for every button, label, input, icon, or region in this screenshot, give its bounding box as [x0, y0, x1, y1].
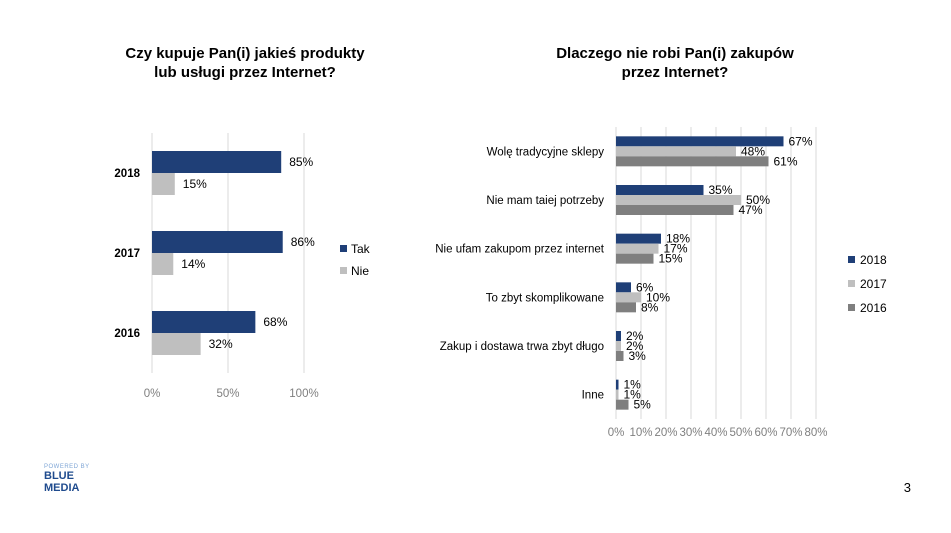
chart1-legend-swatch: [340, 245, 347, 252]
chart1-data-label: 85%: [289, 155, 313, 169]
chart2-data-label: 18%: [666, 232, 690, 246]
chart2-x-tick: 20%: [654, 427, 677, 439]
chart2-bar-2016: [616, 351, 624, 361]
chart2-bar-2017: [616, 389, 619, 400]
chart2-category-label: To zbyt skomplikowane: [486, 292, 604, 304]
chart2-x-tick: 60%: [754, 427, 777, 439]
chart2-bar-2017: [616, 243, 659, 254]
chart2-bar-2016: [616, 399, 629, 410]
chart2-bar-2016: [616, 205, 734, 215]
chart2-data-label: 5%: [634, 398, 652, 412]
chart2-legend-label: 2018: [860, 253, 887, 267]
chart2-bar-2017: [616, 341, 621, 351]
chart2-x-tick: 80%: [804, 427, 827, 439]
chart2-data-label: 1%: [624, 388, 642, 402]
chart2-data-label: 35%: [709, 183, 733, 197]
chart2-data-label: 15%: [659, 252, 683, 266]
chart1-x-tick: 0%: [144, 388, 161, 400]
chart2-title: Dlaczego nie robi Pan(i) zakupów przez I…: [520, 44, 830, 82]
chart2-data-label: 17%: [664, 242, 688, 256]
chart1-bar-tak: [152, 231, 283, 253]
chart2-legend-swatch: [848, 256, 855, 263]
chart2-x-tick: 10%: [629, 427, 652, 439]
chart1-legend-label: Nie: [351, 264, 369, 278]
chart2-bar-2017: [616, 195, 741, 205]
chart1-category-label: 2018: [114, 168, 140, 180]
chart2-data-label: 2%: [626, 339, 644, 353]
chart2-legend-label: 2017: [860, 277, 887, 291]
chart2-bar-2017: [616, 146, 736, 157]
chart2-data-label: 47%: [739, 203, 763, 217]
chart1-data-label: 14%: [181, 257, 205, 271]
chart2-x-tick: 0%: [608, 427, 625, 439]
chart2-title-line2: przez Internet?: [621, 64, 729, 81]
page-number: 3: [903, 480, 911, 495]
chart2-x-tick: 30%: [679, 427, 702, 439]
chart2-legend-swatch: [848, 304, 855, 311]
chart2-bar-2018: [616, 331, 621, 341]
chart2-data-label: 67%: [789, 134, 813, 148]
chart2-x-tick: 40%: [704, 427, 727, 439]
chart2-bar-2018: [616, 233, 661, 244]
chart1-legend-label: Tak: [351, 242, 371, 256]
chart2-data-label: 3%: [629, 349, 647, 363]
logo-powered-by: POWERED BY: [44, 464, 90, 470]
chart2-legend-label: 2016: [860, 301, 887, 315]
chart2-legend-swatch: [848, 280, 855, 287]
chart2-category-label: Wolę tradycyjne sklepy: [487, 146, 605, 158]
chart1-title-line2: lub usługi przez Internet?: [154, 64, 336, 81]
chart2-data-label: 1%: [624, 378, 642, 392]
chart2-x-tick: 50%: [729, 427, 752, 439]
chart2-title-line1: Dlaczego nie robi Pan(i) zakupów: [556, 45, 794, 62]
chart2-bar-2018: [616, 185, 704, 195]
logo-line1: BLUE: [44, 470, 74, 482]
blue-media-logo: POWERED BY BLUE MEDIA: [44, 464, 90, 494]
chart1-x-tick: 50%: [216, 388, 239, 400]
chart1-title-line1: Czy kupuje Pan(i) jakieś produkty: [125, 45, 365, 62]
chart1-x-tick: 100%: [289, 388, 318, 400]
chart2-x-tick: 70%: [779, 427, 802, 439]
chart2-category-label: Zakup i dostawa trwa zbyt długo: [440, 341, 604, 353]
chart2-category-label: Inne: [582, 390, 604, 402]
chart1-bar-nie: [152, 333, 201, 355]
chart2-data-label: 61%: [774, 154, 798, 168]
chart2-data-label: 48%: [741, 144, 765, 158]
chart2-category-label: Nie ufam zakupom przez internet: [435, 244, 605, 256]
chart1-data-label: 15%: [183, 177, 207, 191]
chart2-bar-2017: [616, 292, 641, 303]
chart1-data-label: 32%: [209, 337, 233, 351]
chart2-bar-2016: [616, 253, 654, 264]
chart2-data-label: 6%: [636, 280, 654, 294]
chart1-category-label: 2016: [114, 328, 140, 340]
chart2-bar-2016: [616, 156, 769, 167]
chart2-bar-2018: [616, 379, 619, 390]
chart1-legend-swatch: [340, 267, 347, 274]
logo-line2: MEDIA: [44, 482, 80, 494]
chart2-category-label: Nie mam taiej potrzeby: [486, 195, 604, 207]
chart2-data-label: 8%: [641, 300, 659, 314]
chart2-bar-2018: [616, 136, 784, 147]
chart2-bar-2018: [616, 282, 631, 293]
chart1-data-label: 86%: [291, 235, 315, 249]
chart1-category-label: 2017: [114, 248, 140, 260]
chart1-data-label: 68%: [263, 315, 287, 329]
chart1-bar-nie: [152, 253, 174, 275]
chart2-data-label: 50%: [746, 193, 770, 207]
chart1-title: Czy kupuje Pan(i) jakieś produkty lub us…: [100, 44, 390, 82]
chart1-bar-tak: [152, 311, 256, 333]
chart2-bar-2016: [616, 302, 636, 313]
chart2-data-label: 2%: [626, 329, 644, 343]
chart1-bar-nie: [152, 173, 175, 195]
chart1-bar-tak: [152, 151, 282, 173]
chart2-data-label: 10%: [646, 290, 670, 304]
